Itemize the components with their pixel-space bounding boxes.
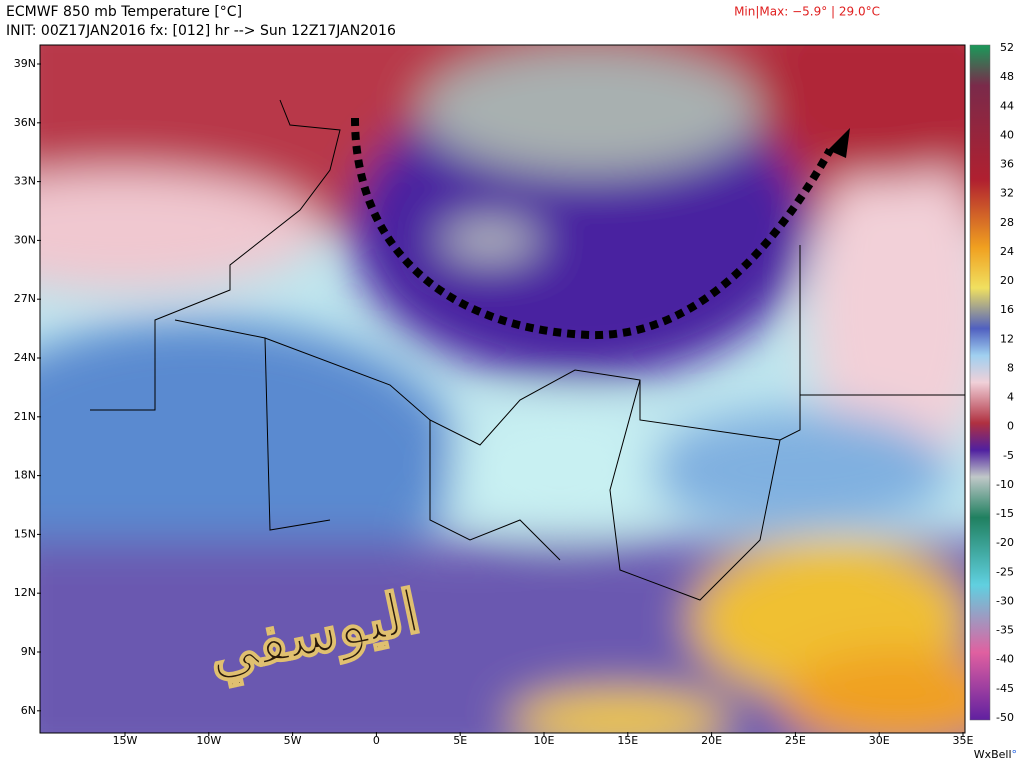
brand-mark: ° <box>1012 748 1018 761</box>
lat-label: 27N <box>14 292 36 305</box>
colorbar-label: 0 <box>1007 420 1014 433</box>
colorbar-label: 24 <box>1000 245 1014 258</box>
colorbar-label: -10 <box>996 478 1014 491</box>
lat-label: 33N <box>14 175 36 188</box>
map-frame <box>39 44 966 734</box>
lat-label: 15N <box>14 527 36 540</box>
lat-label: 21N <box>14 410 36 423</box>
brand: WxBell° <box>974 748 1017 761</box>
lon-label: 35E <box>953 734 974 747</box>
lon-label: 30E <box>869 734 890 747</box>
arrow-head <box>828 128 850 158</box>
colorbar-label: -25 <box>996 565 1014 578</box>
lon-label: 20E <box>701 734 722 747</box>
colorbar-label: 48 <box>1000 70 1014 83</box>
lon-label: 25E <box>785 734 806 747</box>
lat-label: 6N <box>21 704 36 717</box>
lon-label: 15W <box>113 734 138 747</box>
colorbar <box>969 44 991 721</box>
lon-label: 5W <box>284 734 302 747</box>
colorbar-label: -35 <box>996 624 1014 637</box>
lat-label: 18N <box>14 469 36 482</box>
min-max: Min|Max: −5.9° | 29.0°C <box>734 5 880 19</box>
colorbar-label: -20 <box>996 536 1014 549</box>
init-line: INIT: 00Z17JAN2016 fx: [012] hr --> Sun … <box>6 23 396 39</box>
lon-label: 10E <box>534 734 555 747</box>
colorbar-label: 36 <box>1000 158 1014 171</box>
lat-label: 36N <box>14 116 36 129</box>
colorbar-label: -50 <box>996 711 1014 724</box>
colorbar-label: 44 <box>1000 99 1014 112</box>
lat-label: 30N <box>14 233 36 246</box>
colorbar-label: -30 <box>996 594 1014 607</box>
colorbar-label: 16 <box>1000 303 1014 316</box>
colorbar-label: 40 <box>1000 128 1014 141</box>
lon-label: 0 <box>373 734 380 747</box>
lat-label: 12N <box>14 586 36 599</box>
colorbar-label: 8 <box>1007 361 1014 374</box>
title: ECMWF 850 mb Temperature [°C] <box>6 4 242 20</box>
colorbar-label: 12 <box>1000 332 1014 345</box>
colorbar-label: -15 <box>996 507 1014 520</box>
colorbar-label: 4 <box>1007 391 1014 404</box>
lat-label: 9N <box>21 645 36 658</box>
colorbar-label: -40 <box>996 653 1014 666</box>
lon-label: 5E <box>453 734 467 747</box>
colorbar-label: 52 <box>1000 41 1014 54</box>
colorbar-label: 28 <box>1000 216 1014 229</box>
colorbar-label: 20 <box>1000 274 1014 287</box>
colorbar-label: -45 <box>996 682 1014 695</box>
flow-arrow <box>351 117 834 340</box>
lat-label: 39N <box>14 57 36 70</box>
brand-name: WxBell <box>974 748 1012 761</box>
lat-label: 24N <box>14 351 36 364</box>
colorbar-label: -5 <box>1003 449 1014 462</box>
lon-label: 15E <box>617 734 638 747</box>
colorbar-label: 32 <box>1000 187 1014 200</box>
lon-label: 10W <box>196 734 221 747</box>
borders <box>90 99 965 601</box>
